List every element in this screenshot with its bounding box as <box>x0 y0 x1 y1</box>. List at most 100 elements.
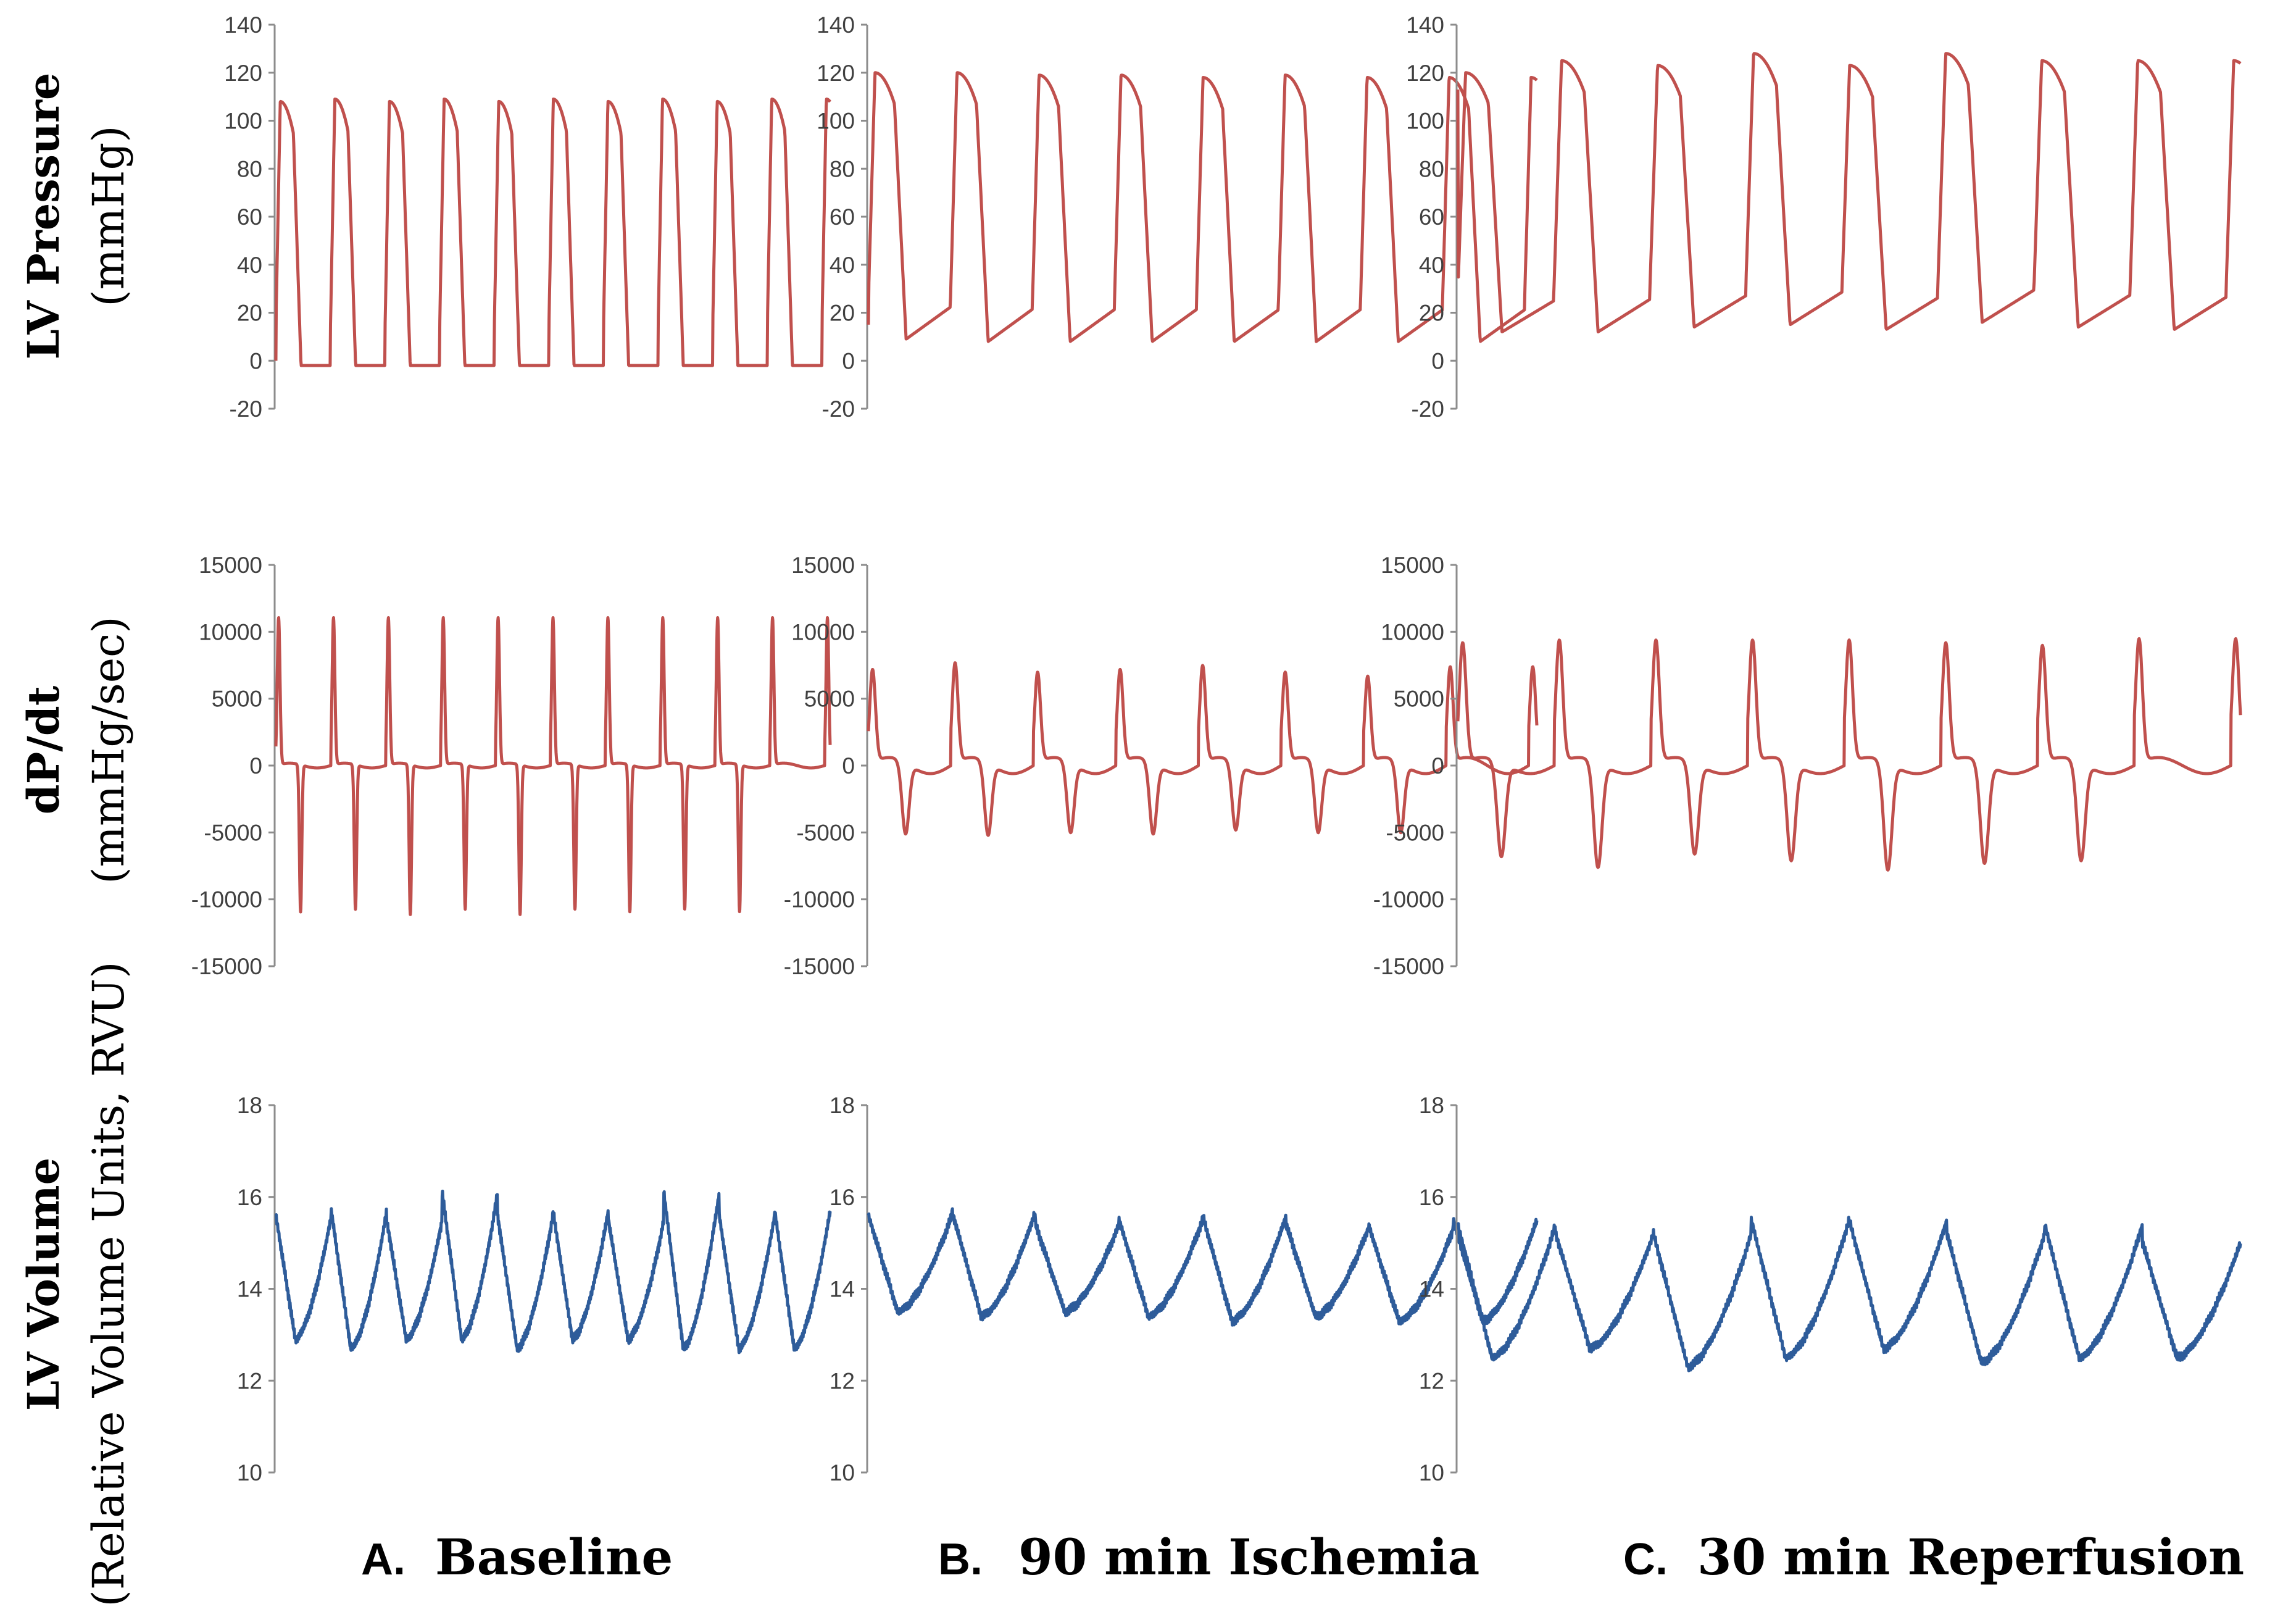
y-tick-label: 18 <box>237 1093 262 1118</box>
y-tick-label: 5000 <box>212 687 262 712</box>
column-label-letter: C. <box>1623 1535 1668 1584</box>
y-tick-label: 40 <box>830 253 855 278</box>
chart-dpdt-baseline: 15000 10000 5000 0 -5000 -10000 -15000 <box>191 553 832 979</box>
y-tick-label: 140 <box>224 12 262 38</box>
y-tick-label: 10 <box>1419 1460 1444 1485</box>
y-tick-label: -20 <box>1412 396 1444 422</box>
chart-dpdt-ischemia: 15000 10000 5000 0 -5000 -10000 -15000 <box>784 553 1539 979</box>
y-tick-label: 40 <box>237 253 262 278</box>
series-line <box>274 98 832 367</box>
series-line <box>1456 637 2242 872</box>
chart-lv-volume-baseline: 18 16 14 12 10 <box>237 1093 832 1485</box>
y-tick-label: 18 <box>830 1093 855 1118</box>
y-tick-label: 18 <box>1419 1093 1444 1118</box>
y-tick-label: 140 <box>817 12 855 38</box>
y-tick-label: 5000 <box>804 687 855 712</box>
y-tick-label: 0 <box>1431 348 1444 374</box>
row-label-lv-pressure: LV Pressure (mmHg) <box>18 73 134 360</box>
y-tick-label: -5000 <box>204 820 262 845</box>
y-tick-label: 14 <box>237 1277 262 1302</box>
chart-panels: 140120100806040200-20140120100806040200-… <box>191 12 2242 1485</box>
y-tick-label: 100 <box>817 109 855 134</box>
y-tick-label: 120 <box>224 61 262 86</box>
y-tick-label: 20 <box>1419 301 1444 326</box>
y-tick-label: 80 <box>830 156 855 182</box>
y-tick-label: 100 <box>224 109 262 134</box>
y-tick-label: 140 <box>1406 12 1444 38</box>
y-tick-label: 5000 <box>1394 687 1444 712</box>
row-label-bold: LV Pressure <box>18 73 69 360</box>
column-label-letter: B. <box>938 1535 983 1584</box>
y-tick-label: 60 <box>237 204 262 230</box>
y-tick-label: 14 <box>830 1277 855 1302</box>
y-tick-label: 120 <box>817 61 855 86</box>
column-label-text: 90 min Ischemia <box>1018 1528 1479 1586</box>
y-tick-label: 12 <box>237 1368 262 1393</box>
y-tick-label: -15000 <box>784 954 855 979</box>
column-label-a: A. Baseline <box>361 1528 673 1586</box>
y-tick-label: 16 <box>830 1185 855 1210</box>
series-line <box>274 1189 832 1355</box>
column-label-b: B. 90 min Ischemia <box>938 1528 1479 1586</box>
y-tick-label: 16 <box>1419 1185 1444 1210</box>
y-tick-label: -5000 <box>796 820 855 845</box>
column-label-c: C. 30 min Reperfusion <box>1623 1528 2244 1586</box>
y-tick-label: 20 <box>830 301 855 326</box>
y-tick-label: 40 <box>1419 253 1444 278</box>
series-line <box>867 661 1539 837</box>
y-tick-label: -20 <box>230 396 262 422</box>
row-label-sub: (mmHg/sec) <box>83 616 134 883</box>
y-tick-label: 0 <box>1431 753 1444 779</box>
y-tick-label: -10000 <box>191 887 262 912</box>
y-tick-label: -20 <box>822 396 855 422</box>
y-tick-label: -10000 <box>1373 887 1444 912</box>
y-tick-label: 80 <box>237 156 262 182</box>
series-line <box>1456 52 2242 333</box>
y-tick-label: 0 <box>842 348 855 374</box>
y-tick-label: 10000 <box>791 619 855 645</box>
y-tick-label: 15000 <box>199 553 262 578</box>
chart-lv-pressure-ischemia: 140 120 100 80 60 40 20 0 -20 <box>817 12 1538 422</box>
row-label-sub: (Relative Volume Units, RVU) <box>83 961 134 1606</box>
chart-lv-pressure-reperfusion: 140 120 100 80 60 40 20 0 -20 <box>1406 12 2242 422</box>
y-tick-label: 10 <box>830 1460 855 1485</box>
series-line <box>1456 1216 2242 1372</box>
row-label-dpdt: dP/dt (mmHg/sec) <box>18 616 134 883</box>
y-tick-label: -15000 <box>191 954 262 979</box>
y-tick-label: 16 <box>237 1185 262 1210</box>
y-tick-label: 12 <box>1419 1368 1444 1393</box>
y-tick-label: 0 <box>249 348 262 374</box>
row-label-sub: (mmHg) <box>83 125 134 306</box>
y-tick-label: 60 <box>1419 204 1444 230</box>
y-tick-label: 15000 <box>1381 553 1444 578</box>
y-tick-label: -15000 <box>1373 954 1444 979</box>
y-tick-label: -10000 <box>784 887 855 912</box>
y-tick-label: 100 <box>1406 109 1444 134</box>
column-label-letter: A. <box>361 1535 406 1584</box>
chart-lv-volume-ischemia: 18 16 14 12 10 <box>830 1093 1539 1485</box>
row-label-lv-volume: LV Volume (Relative Volume Units, RVU) <box>18 961 134 1606</box>
chart-lv-pressure-baseline: 140 120 100 80 60 40 20 0 -20 <box>224 12 832 422</box>
y-tick-label: 14 <box>1419 1277 1444 1302</box>
row-label-bold: dP/dt <box>18 686 69 814</box>
y-tick-label: 60 <box>830 204 855 230</box>
y-tick-label: -5000 <box>1386 820 1444 845</box>
y-tick-label: 120 <box>1406 61 1444 86</box>
chart-dpdt-reperfusion: 15000 10000 5000 0 -5000 -10000 -15000 <box>1373 553 2242 979</box>
series-line <box>867 71 1538 343</box>
y-tick-label: 10 <box>237 1460 262 1485</box>
y-tick-label: 0 <box>249 753 262 779</box>
series-line <box>274 616 832 916</box>
y-tick-label: 0 <box>842 753 855 779</box>
series-line <box>867 1207 1539 1327</box>
y-tick-label: 10000 <box>1381 619 1444 645</box>
chart-lv-volume-reperfusion: 18 16 14 12 10 <box>1419 1093 2242 1485</box>
column-label-text: Baseline <box>435 1528 673 1586</box>
column-label-text: 30 min Reperfusion <box>1697 1528 2244 1586</box>
y-tick-label: 20 <box>237 301 262 326</box>
row-label-bold: LV Volume <box>18 1158 69 1411</box>
y-tick-label: 10000 <box>199 619 262 645</box>
y-tick-label: 80 <box>1419 156 1444 182</box>
y-tick-label: 12 <box>830 1368 855 1393</box>
